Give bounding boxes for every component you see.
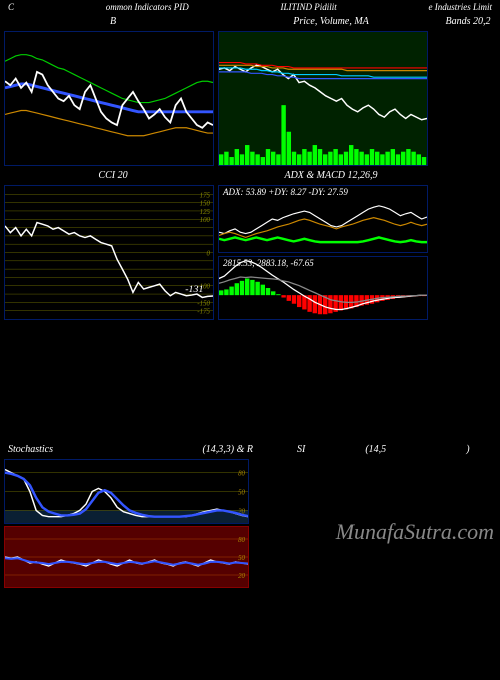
watermark: MunafaSutra.com (336, 519, 494, 545)
chart-grid (0, 29, 500, 168)
hdr-c: ILITIND Pidilit (280, 2, 336, 12)
title-pricevol: Price, Volume, MA (226, 16, 436, 27)
row1-titles: B Price, Volume, MA Bands 20,2 (0, 14, 500, 29)
chart-stoch: 805020 (4, 459, 249, 524)
title-bbands: B (8, 16, 218, 27)
title-adx: ADX & MACD 12,26,9 (226, 170, 436, 181)
adx-label: ADX: 53.89 +DY: 8.27 -DY: 27.59 (223, 187, 348, 197)
spacer (0, 322, 500, 442)
title-cci: CCI 20 (8, 170, 218, 181)
chart-cci: 1751501251000-100-150-175-131 (4, 185, 214, 320)
hdr-cl: ommon Indicators PID (106, 2, 189, 12)
hdr-r: e Industries Limit (428, 2, 492, 12)
chart-adx: ADX: 53.89 +DY: 8.27 -DY: 27.59 (218, 185, 428, 253)
adx-macd-col: ADX: 53.89 +DY: 8.27 -DY: 27.59 2815.53,… (218, 185, 428, 320)
stoch-params: (14,3,3) & R (202, 444, 253, 455)
svg-text:175: 175 (200, 192, 211, 199)
title-bands-params: Bands 20,2 (444, 16, 492, 27)
svg-text:-175: -175 (197, 309, 210, 316)
chart-rsi: 80 50 20 (4, 526, 249, 588)
svg-text:0: 0 (207, 250, 211, 257)
svg-text:50: 50 (238, 489, 246, 496)
svg-text:150: 150 (200, 201, 211, 208)
header-row: C ommon Indicators PID ILITIND Pidilit e… (0, 0, 500, 14)
rsi-params: (14,5 (365, 444, 386, 455)
chart-macd: 2815.53, 2883.18, -67.65 (218, 256, 428, 320)
svg-text:80: 80 (238, 471, 246, 478)
chart-pricevol (218, 31, 428, 166)
svg-text:100: 100 (200, 217, 211, 224)
row2-titles: CCI 20 ADX & MACD 12,26,9 (0, 168, 500, 183)
svg-text:-131: -131 (185, 284, 203, 295)
stoch-title-row: Stochastics (14,3,3) & R SI (14,5 ) (0, 442, 500, 457)
chart-grid-2: 1751501251000-100-150-175-131 ADX: 53.89… (0, 183, 500, 322)
chart-bbands (4, 31, 214, 166)
hdr-left: C (8, 2, 14, 12)
svg-text:20: 20 (238, 573, 246, 580)
rsi-label: SI (297, 444, 305, 455)
stoch-label: Stochastics (8, 444, 53, 455)
svg-text:125: 125 (200, 209, 211, 216)
macd-label: 2815.53, 2883.18, -67.65 (223, 258, 314, 268)
rsi-close: ) (466, 444, 469, 455)
svg-text:-150: -150 (197, 300, 210, 307)
svg-text:80: 80 (238, 537, 246, 544)
svg-text:50: 50 (238, 555, 246, 562)
